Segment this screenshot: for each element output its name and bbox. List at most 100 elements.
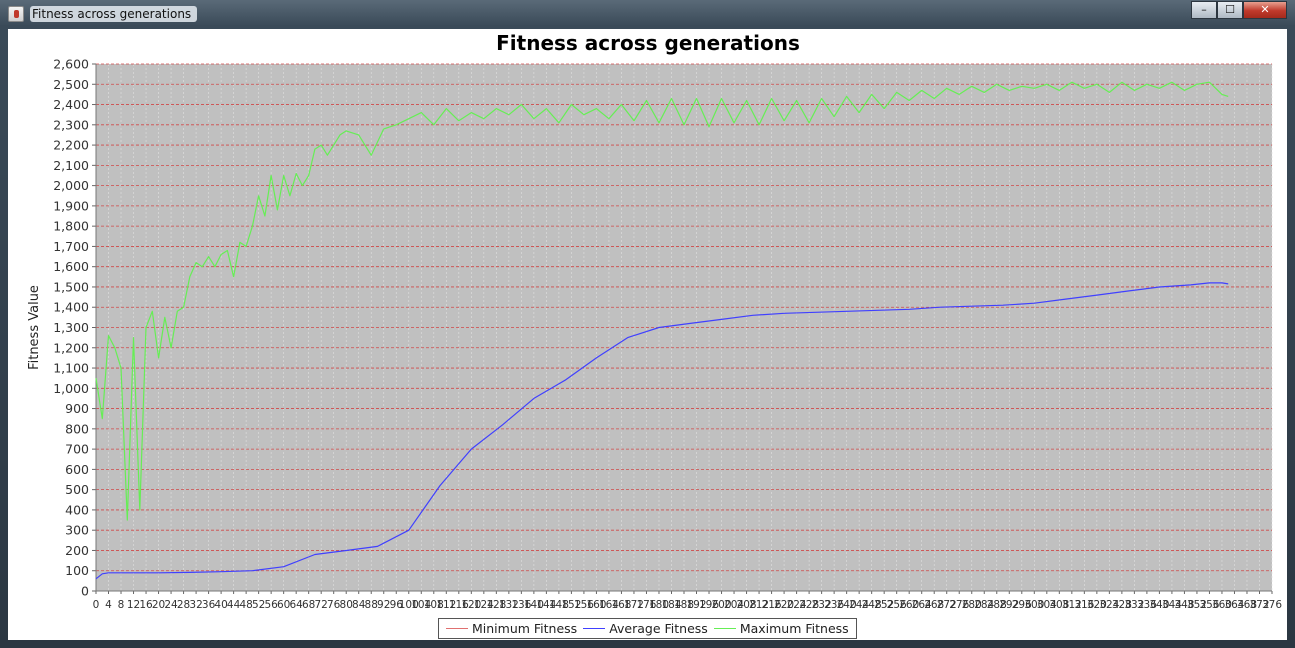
y-tick-label: 200: [65, 543, 89, 558]
y-tick-label: 500: [65, 482, 89, 497]
y-tick-label: 1,300: [53, 320, 89, 335]
x-tick-label: 236: [824, 599, 844, 611]
x-tick-label: 68: [302, 599, 315, 611]
x-tick-label: 40: [214, 599, 227, 611]
legend-item-maximum: Maximum Fitness: [713, 621, 849, 636]
y-tick-label: 2,600: [53, 57, 89, 72]
x-tick-label: 72: [315, 599, 328, 611]
x-tick-label: 36: [202, 599, 216, 611]
maximize-button[interactable]: ☐: [1217, 1, 1243, 19]
x-tick-label: 172: [624, 599, 644, 611]
y-axis-label: Fitness Value: [27, 285, 42, 370]
x-tick-label: 372: [1249, 599, 1269, 611]
minimize-button[interactable]: –: [1191, 1, 1217, 19]
x-tick-label: 240: [837, 599, 857, 611]
y-tick-label: 1,800: [53, 219, 89, 234]
x-tick-label: 340: [1149, 599, 1169, 611]
legend-item-minimum: Minimum Fitness: [446, 621, 577, 636]
x-tick-label: 132: [499, 599, 519, 611]
x-tick-label: 260: [899, 599, 919, 611]
x-tick-label: 288: [987, 599, 1007, 611]
x-tick-label: 168: [611, 599, 631, 611]
x-tick-label: 128: [486, 599, 506, 611]
x-tick-label: 192: [686, 599, 706, 611]
x-tick-label: 116: [449, 599, 469, 611]
window-controls: – ☐ ✕: [1191, 1, 1287, 21]
x-tick-label: 112: [436, 599, 456, 611]
x-tick-label: 264: [912, 599, 932, 611]
y-tick-label: 2,200: [53, 138, 89, 153]
y-tick-label: 1,500: [53, 279, 89, 294]
chart-title: Fitness across generations: [496, 31, 800, 55]
x-tick-label: 320: [1087, 599, 1107, 611]
x-tick-label: 376: [1262, 599, 1282, 611]
x-tick-label: 336: [1137, 599, 1157, 611]
x-tick-label: 84: [352, 599, 366, 611]
x-tick-label: 108: [424, 599, 444, 611]
x-tick-label: 164: [599, 599, 619, 611]
x-tick-label: 256: [887, 599, 907, 611]
x-tick-label: 224: [787, 599, 807, 611]
y-tick-label: 400: [65, 502, 89, 517]
close-button[interactable]: ✕: [1243, 1, 1287, 19]
y-tick-label: 2,300: [53, 117, 89, 132]
y-tick-label: 2,400: [53, 97, 89, 112]
x-tick-label: 316: [1074, 599, 1094, 611]
x-tick-label: 212: [749, 599, 769, 611]
x-tick-label: 344: [1162, 599, 1182, 611]
x-tick-label: 248: [862, 599, 882, 611]
x-tick-label: 180: [649, 599, 669, 611]
x-tick-label: 8: [118, 599, 125, 611]
x-tick-label: 152: [561, 599, 581, 611]
title-bar[interactable]: Fitness across generations – ☐ ✕: [0, 0, 1295, 28]
y-tick-label: 100: [65, 563, 89, 578]
x-tick-label: 356: [1199, 599, 1219, 611]
java-cup-icon[interactable]: [8, 6, 24, 22]
x-tick-label: 96: [390, 599, 404, 611]
x-tick-label: 216: [762, 599, 782, 611]
x-tick-label: 144: [536, 599, 556, 611]
y-tick-label: 1,600: [53, 259, 89, 274]
x-tick-label: 48: [239, 599, 252, 611]
x-tick-label: 120: [461, 599, 481, 611]
x-tick-label: 92: [377, 599, 390, 611]
y-tick-label: 700: [65, 442, 89, 457]
x-tick-label: 292: [999, 599, 1019, 611]
x-tick-label: 24: [164, 599, 178, 611]
legend-swatch-minimum: [446, 628, 468, 629]
x-tick-label: 32: [189, 599, 202, 611]
x-tick-label: 220: [774, 599, 794, 611]
x-tick-label: 272: [937, 599, 957, 611]
legend-label-minimum: Minimum Fitness: [472, 621, 578, 636]
chart-panel: Fitness across generations Fitness Value…: [8, 29, 1287, 640]
y-tick-label: 1,000: [53, 381, 89, 396]
x-tick-label: 276: [949, 599, 969, 611]
x-tick-label: 16: [139, 599, 153, 611]
legend: Minimum Fitness Average Fitness Maximum …: [438, 618, 857, 639]
x-tick-label: 368: [1237, 599, 1257, 611]
x-tick-label: 208: [737, 599, 757, 611]
legend-item-average: Average Fitness: [583, 621, 708, 636]
x-tick-label: 332: [1124, 599, 1144, 611]
x-tick-label: 0: [93, 599, 100, 611]
x-tick-label: 268: [924, 599, 944, 611]
x-tick-label: 244: [849, 599, 869, 611]
x-tick-label: 328: [1112, 599, 1132, 611]
line-chart: Fitness across generations Fitness Value…: [27, 31, 1282, 611]
x-tick-label: 348: [1174, 599, 1194, 611]
x-tick-label: 124: [474, 599, 494, 611]
x-tick-label: 104: [411, 599, 431, 611]
x-tick-label: 284: [974, 599, 994, 611]
x-tick-label: 304: [1037, 599, 1057, 611]
y-tick-label: 1,100: [53, 361, 89, 376]
legend-swatch-maximum: [713, 628, 736, 629]
y-tick-label: 1,900: [53, 198, 89, 213]
y-tick-label: 2,500: [53, 77, 89, 92]
x-tick-label: 204: [724, 599, 744, 611]
x-tick-label: 252: [874, 599, 894, 611]
y-tick-label: 300: [65, 523, 89, 538]
x-tick-label: 80: [340, 599, 353, 611]
x-tick-label: 188: [674, 599, 694, 611]
x-tick-label: 280: [962, 599, 982, 611]
